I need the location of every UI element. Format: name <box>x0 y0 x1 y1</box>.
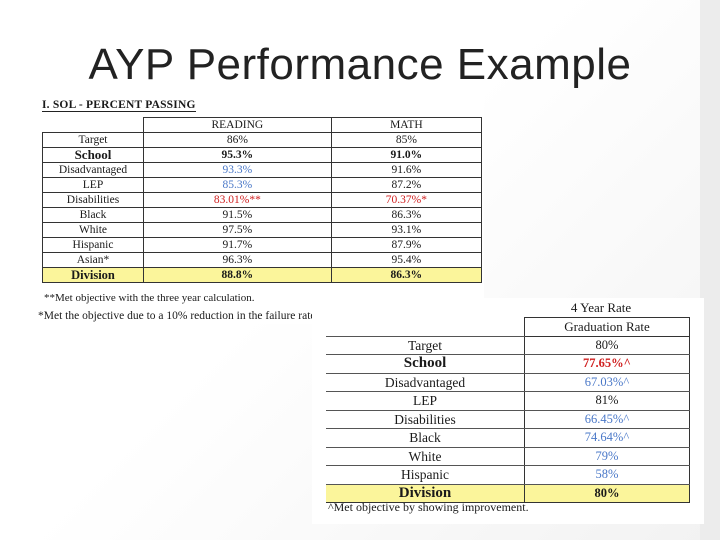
grad-rate-value: 66.45%^ <box>524 410 690 429</box>
grad-rate-value: 81% <box>524 391 690 411</box>
grad-heading: 4 Year Rate <box>570 300 632 315</box>
sol-column-reading: READING <box>143 117 332 133</box>
grad-row: Disabilities 66.45%^ <box>326 410 690 429</box>
sol-row-label: Asian* <box>42 252 144 268</box>
grad-rate-value: 58% <box>524 465 690 485</box>
sol-math-value: 86.3% <box>330 267 483 283</box>
sol-footnote-failure-rate: *Met the objective due to a 10% reductio… <box>38 310 319 322</box>
sol-row-label: LEP <box>42 177 144 193</box>
slide-title: AYP Performance Example <box>88 40 632 89</box>
grad-header-row: Graduation Rate <box>326 317 690 337</box>
sol-math-value: 85% <box>330 132 483 148</box>
grad-row-label: School <box>326 354 525 374</box>
graduation-table: Graduation Rate Target 80% School 77.65%^ Di… <box>326 317 690 503</box>
sol-reading-value: 88.8% <box>143 267 332 283</box>
grad-row: White 79% <box>326 447 690 466</box>
sol-reading-value: 91.7% <box>143 237 332 253</box>
sol-row-label: School <box>42 147 144 163</box>
sol-row: Hispanic 91.7% 87.9% <box>42 237 483 253</box>
grad-row: Target 80% <box>326 336 690 355</box>
grad-rate-value: 77.65%^ <box>524 354 690 374</box>
sol-math-value: 86.3% <box>330 207 483 223</box>
sol-table-body: Target 86% 85% School 95.3% 91.0% Disadvantage… <box>42 132 483 283</box>
background-stripe <box>700 0 720 540</box>
sol-row-label: Disabilities <box>42 192 144 208</box>
grad-row: Division 80% <box>326 484 690 503</box>
grad-row-label: Target <box>326 336 525 355</box>
grad-rate-value: 80% <box>524 336 690 355</box>
sol-math-value: 91.0% <box>330 147 483 163</box>
sol-header-blank <box>42 117 144 133</box>
grad-rate-value: 74.64%^ <box>524 428 690 448</box>
sol-math-value: 87.9% <box>330 237 483 253</box>
sol-math-value: 87.2% <box>330 177 483 193</box>
grad-row-label: White <box>326 447 525 466</box>
sol-row-label: White <box>42 222 144 238</box>
sol-math-value: 70.37%* <box>330 192 483 208</box>
sol-row: Disabilities 83.01%** 70.37%* <box>42 192 483 208</box>
sol-row: LEP 85.3% 87.2% <box>42 177 483 193</box>
grad-row: LEP 81% <box>326 391 690 411</box>
sol-column-math: MATH <box>330 117 483 133</box>
sol-reading-value: 86% <box>143 132 332 148</box>
sol-row: Division 88.8% 86.3% <box>42 267 483 283</box>
grad-row-label: Disabilities <box>326 410 525 429</box>
sol-reading-value: 95.3% <box>143 147 332 163</box>
sol-reading-value: 93.3% <box>143 162 332 178</box>
sol-row: Disadvantaged 93.3% 91.6% <box>42 162 483 178</box>
sol-row: Asian* 96.3% 95.4% <box>42 252 483 268</box>
grad-rate-value: 79% <box>524 447 690 466</box>
grad-column-graduation-rate: Graduation Rate <box>524 317 690 337</box>
sol-reading-value: 97.5% <box>143 222 332 238</box>
grad-row: School 77.65%^ <box>326 354 690 374</box>
sol-reading-value: 91.5% <box>143 207 332 223</box>
sol-reading-value: 83.01%** <box>143 192 332 208</box>
sol-math-value: 95.4% <box>330 252 483 268</box>
sol-row-label: Hispanic <box>42 237 144 253</box>
grad-row: Hispanic 58% <box>326 465 690 485</box>
sol-heading: I. SOL - PERCENT PASSING <box>42 99 196 112</box>
grad-header-blank <box>326 317 525 337</box>
sol-row-label: Disadvantaged <box>42 162 144 178</box>
grad-row: Disadvantaged 67.03%^ <box>326 373 690 392</box>
grad-row-label: Disadvantaged <box>326 373 525 392</box>
grad-row-label: Division <box>326 484 525 503</box>
sol-row-label: Target <box>42 132 144 148</box>
grad-row-label: LEP <box>326 391 525 411</box>
sol-math-value: 93.1% <box>330 222 483 238</box>
sol-row: Black 91.5% 86.3% <box>42 207 483 223</box>
sol-row-label: Black <box>42 207 144 223</box>
sol-row: Target 86% 85% <box>42 132 483 148</box>
sol-reading-value: 96.3% <box>143 252 332 268</box>
sol-row-label: Division <box>42 267 144 283</box>
grad-row-label: Hispanic <box>326 465 525 485</box>
grad-table-body: Target 80% School 77.65%^ Disadvantaged 67.03… <box>326 336 690 503</box>
sol-table: READING MATH Target 86% 85% School 95.3% 91.0… <box>42 117 483 283</box>
sol-row: White 97.5% 93.1% <box>42 222 483 238</box>
sol-math-value: 91.6% <box>330 162 483 178</box>
graduation-rate-panel: 4 Year Rate Graduation Rate Target 80% Sch… <box>312 298 704 524</box>
grad-rate-value: 80% <box>524 484 690 503</box>
sol-percent-passing-panel: I. SOL - PERCENT PASSING READING MATH Ta… <box>36 90 484 324</box>
sol-row: School 95.3% 91.0% <box>42 147 483 163</box>
grad-footnote-improvement: ^Met objective by showing improvement. <box>328 500 529 514</box>
sol-footnote-three-year: **Met objective with the three year calc… <box>44 292 255 304</box>
sol-header-row: READING MATH <box>42 117 483 133</box>
grad-rate-value: 67.03%^ <box>524 373 690 392</box>
sol-reading-value: 85.3% <box>143 177 332 193</box>
grad-row-label: Black <box>326 428 525 448</box>
grad-row: Black 74.64%^ <box>326 428 690 448</box>
